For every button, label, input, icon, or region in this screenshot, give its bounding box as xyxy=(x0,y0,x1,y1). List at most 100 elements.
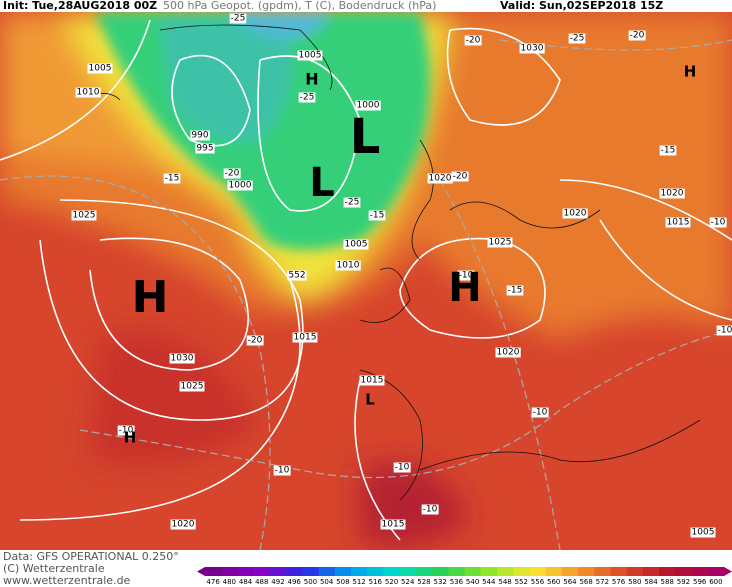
valid-time: Valid: Sun,02SEP2018 15Z xyxy=(500,0,663,12)
label-box xyxy=(457,270,475,281)
label-box xyxy=(665,217,691,228)
label-box xyxy=(368,210,386,221)
map-label: -10 xyxy=(711,218,726,228)
colorbar-label: 600 xyxy=(709,578,722,586)
colorbar-swatch xyxy=(529,567,547,576)
colorbar-swatch xyxy=(707,567,725,576)
map-label: 1010 xyxy=(77,88,100,98)
colorbar-label: 504 xyxy=(320,578,334,586)
copyright: (C) Wetterzentrale xyxy=(3,562,105,575)
colorbar-label: 480 xyxy=(223,578,236,586)
colorbar-label: 552 xyxy=(515,578,528,586)
colorbar-swatch xyxy=(496,567,514,576)
label-box xyxy=(75,87,101,98)
map-label: 1015 xyxy=(382,520,405,530)
label-box xyxy=(71,210,97,221)
label-box xyxy=(355,100,381,111)
colorbar-arrow-left xyxy=(197,567,205,576)
label-box xyxy=(163,173,181,184)
label-box xyxy=(464,35,482,46)
colorbar-swatch xyxy=(367,567,384,576)
colorbar-label: 572 xyxy=(596,578,609,586)
label-box xyxy=(273,465,291,476)
pressure-center: L xyxy=(365,391,375,409)
map-label: 1000 xyxy=(229,181,252,191)
colorbar-label: 476 xyxy=(206,578,220,586)
colorbar-swatch xyxy=(334,567,352,576)
map-label: 1010 xyxy=(337,261,360,271)
map-label: 1025 xyxy=(181,382,204,392)
website: www.wetterzentrale.de xyxy=(3,574,131,587)
colorbar-swatch xyxy=(286,567,303,576)
label-box xyxy=(709,217,727,228)
colorbar-label: 540 xyxy=(466,578,479,586)
colorbar-label: 496 xyxy=(288,578,302,586)
pressure-center: L xyxy=(350,109,381,165)
map-label: -10 xyxy=(459,271,474,281)
colorbar-label: 528 xyxy=(417,578,430,586)
map-label: -20 xyxy=(225,169,240,179)
colorbar-swatch xyxy=(561,567,579,576)
pressure-center: H xyxy=(448,265,481,311)
map-label: -10 xyxy=(119,426,134,436)
label-box xyxy=(287,270,307,281)
label-box xyxy=(246,335,264,346)
colorbar-label: 532 xyxy=(433,578,446,586)
colorbar-swatch xyxy=(480,567,498,576)
map-label: -25 xyxy=(300,93,315,103)
map-label: 1005 xyxy=(89,64,112,74)
colorbar-label: 536 xyxy=(450,578,464,586)
label-box xyxy=(427,173,453,184)
label-box xyxy=(297,50,323,61)
label-box xyxy=(659,145,677,156)
map-label: 1000 xyxy=(357,101,380,111)
map-label: -25 xyxy=(231,14,246,24)
label-box xyxy=(179,381,205,392)
colorbar-swatch xyxy=(578,567,595,576)
colorbar-swatch xyxy=(448,567,465,576)
colorbar-swatch xyxy=(237,567,255,576)
map-label: -10 xyxy=(718,326,732,336)
colorbar-swatch xyxy=(594,567,611,576)
pressure-center: H xyxy=(132,272,169,323)
map-label: -20 xyxy=(248,336,263,346)
map-label: 1020 xyxy=(429,174,452,184)
colorbar-label: 524 xyxy=(401,578,415,586)
map-label: 1005 xyxy=(692,528,715,538)
colorbar-label: 500 xyxy=(304,578,317,586)
colorbar-label: 508 xyxy=(336,578,349,586)
colorbar-label: 544 xyxy=(482,578,496,586)
colorbar-swatch xyxy=(464,567,482,576)
map-label: -15 xyxy=(508,286,523,296)
colorbar-swatch xyxy=(253,567,271,576)
map-label: -20 xyxy=(453,172,468,182)
colorbar-label: 596 xyxy=(693,578,707,586)
colorbar-arrow-right xyxy=(724,567,732,576)
coastlines xyxy=(89,24,701,501)
label-box xyxy=(519,43,545,54)
colorbar-swatch xyxy=(626,567,644,576)
colorbar-label: 568 xyxy=(579,578,592,586)
map-label: 1030 xyxy=(171,354,194,364)
map-label: 1020 xyxy=(172,520,195,530)
map-label: 1030 xyxy=(521,44,544,54)
colorbar-swatch xyxy=(642,567,660,576)
label-box xyxy=(190,130,210,141)
isotherms xyxy=(0,39,732,550)
label-box xyxy=(495,347,521,358)
map-label: 1015 xyxy=(667,218,690,228)
colorbar-swatch xyxy=(221,567,238,576)
label-box xyxy=(393,462,411,473)
map-label: 1005 xyxy=(345,240,368,250)
map-label: 552 xyxy=(288,271,305,281)
colorbar-swatch xyxy=(610,567,628,576)
map-label: -25 xyxy=(345,198,360,208)
label-box xyxy=(335,260,361,271)
map-label: 1015 xyxy=(294,333,317,343)
map-label: 1020 xyxy=(564,209,587,219)
map-field xyxy=(0,12,732,550)
pressure-center: H xyxy=(684,63,697,81)
colorbar-swatch xyxy=(545,567,563,576)
label-box xyxy=(562,208,588,219)
